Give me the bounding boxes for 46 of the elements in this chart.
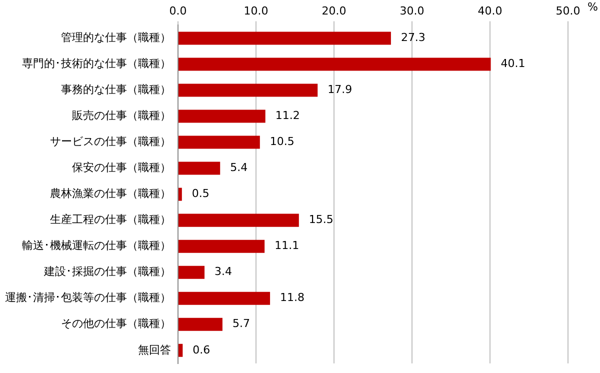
data-label: 10.5 [270,135,294,148]
bar [178,292,270,305]
y-tick-label: 事務的な仕事（職種） [61,83,171,96]
bar [178,136,260,149]
y-tick-label: 輸送･機械運転の仕事（職種） [22,239,171,252]
x-tick-label: 0.0 [169,4,187,18]
bar [178,214,299,227]
y-tick-label: 販売の仕事（職種） [72,109,171,122]
y-tick-label: 無回答 [138,343,171,356]
bar [178,344,183,357]
bar [178,110,266,123]
bar [178,58,491,71]
data-label: 40.1 [500,57,526,70]
y-tick-label: その他の仕事（職種） [61,317,171,330]
data-label: 15.5 [308,213,334,226]
bar [178,266,205,279]
bar [178,32,391,45]
data-label: 27.3 [400,31,426,44]
data-label: 0.5 [192,187,210,200]
x-axis-title: % [588,0,598,14]
y-tick-label: 管理的な仕事（職種） [61,31,171,44]
data-label: 3.4 [214,265,232,278]
x-tick-label: 20.0 [322,4,346,18]
x-tick-label: 30.0 [400,4,424,18]
data-label: 11.2 [275,109,300,122]
data-label: 17.9 [328,83,352,96]
y-tick-label: 専門的･技術的な仕事（職種） [22,57,171,70]
x-tick-label: 50.0 [556,4,580,18]
data-label: 5.4 [230,161,248,174]
data-label: 11.8 [280,291,305,304]
bar [178,240,265,253]
x-tick-label: 10.0 [244,4,268,18]
data-label: 5.7 [232,317,250,330]
data-label: 11.1 [274,239,300,252]
bar [178,162,220,175]
y-tick-label: 保安の仕事（職種） [72,161,171,174]
data-label: 0.6 [192,343,210,356]
y-tick-label: 生産工程の仕事（職種） [50,213,171,226]
bar [178,188,182,201]
bar [178,318,222,331]
y-tick-label: 運搬･清掃･包装等の仕事（職種） [5,291,171,304]
y-tick-label: 農林漁業の仕事（職種） [50,187,171,200]
x-tick-label: 40.0 [478,4,502,18]
y-tick-label: 建設･採掘の仕事（職種） [43,265,171,278]
y-tick-label: サービスの仕事（職種） [50,135,171,148]
bar [178,84,318,97]
